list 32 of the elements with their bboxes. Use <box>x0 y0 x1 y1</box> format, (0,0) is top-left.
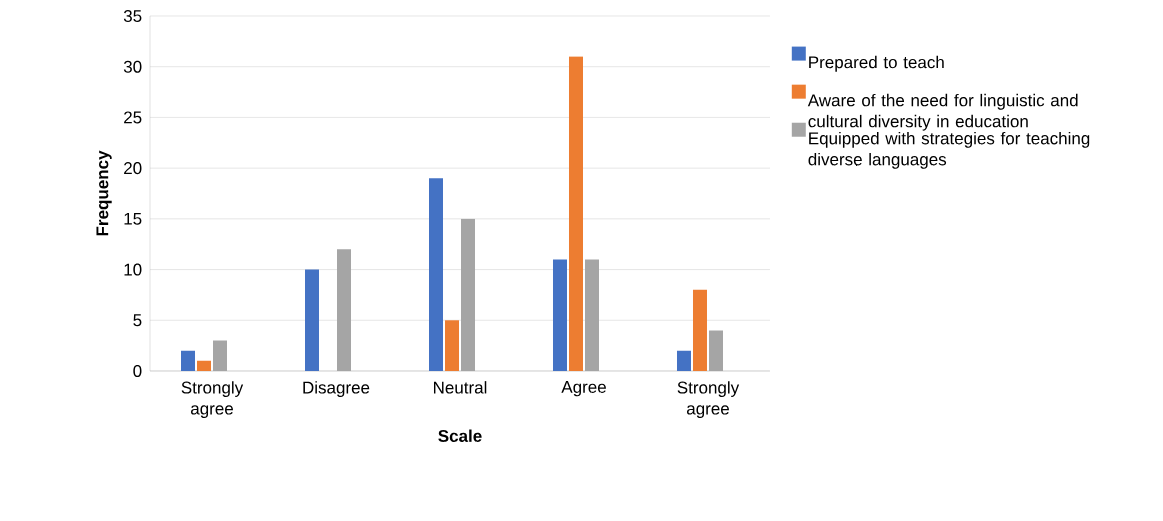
bar <box>213 340 228 371</box>
bar <box>461 218 475 371</box>
y-tick-label: 5 <box>133 314 142 327</box>
y-axis-title: Frequency <box>96 150 112 236</box>
bar <box>429 178 443 371</box>
bar <box>445 320 459 371</box>
bar <box>677 350 691 371</box>
bar <box>569 56 583 371</box>
bar <box>181 350 195 371</box>
y-tick-label: 35 <box>123 9 142 23</box>
x-tick-label: Strongly agree <box>181 381 244 418</box>
x-tick-label: Strongly agree <box>677 381 740 418</box>
x-axis-title: Scale <box>438 429 482 442</box>
bar <box>197 360 212 371</box>
x-tick-label: Neutral <box>433 381 487 394</box>
y-tick-label: 10 <box>124 263 142 276</box>
bar <box>585 259 599 371</box>
legend-label: Prepared to teach <box>809 55 944 72</box>
bar <box>305 269 319 371</box>
x-tick-label: Agree <box>561 381 606 397</box>
y-tick-label: 25 <box>124 111 142 124</box>
bar <box>708 330 723 371</box>
x-tick-label: Disagree <box>303 381 370 397</box>
y-tick-label: 0 <box>133 364 142 378</box>
bar <box>337 249 351 371</box>
y-tick-label: 15 <box>124 212 142 225</box>
bar <box>553 259 567 371</box>
legend-label: Equipped with strategies for teaching diverse languages <box>808 131 1090 169</box>
y-tick-label: 20 <box>124 162 142 175</box>
legend-label: Aware of the need for linguistic and cultural diversity in education <box>807 93 1078 131</box>
bar <box>692 289 707 371</box>
y-tick-label: 30 <box>123 60 142 73</box>
